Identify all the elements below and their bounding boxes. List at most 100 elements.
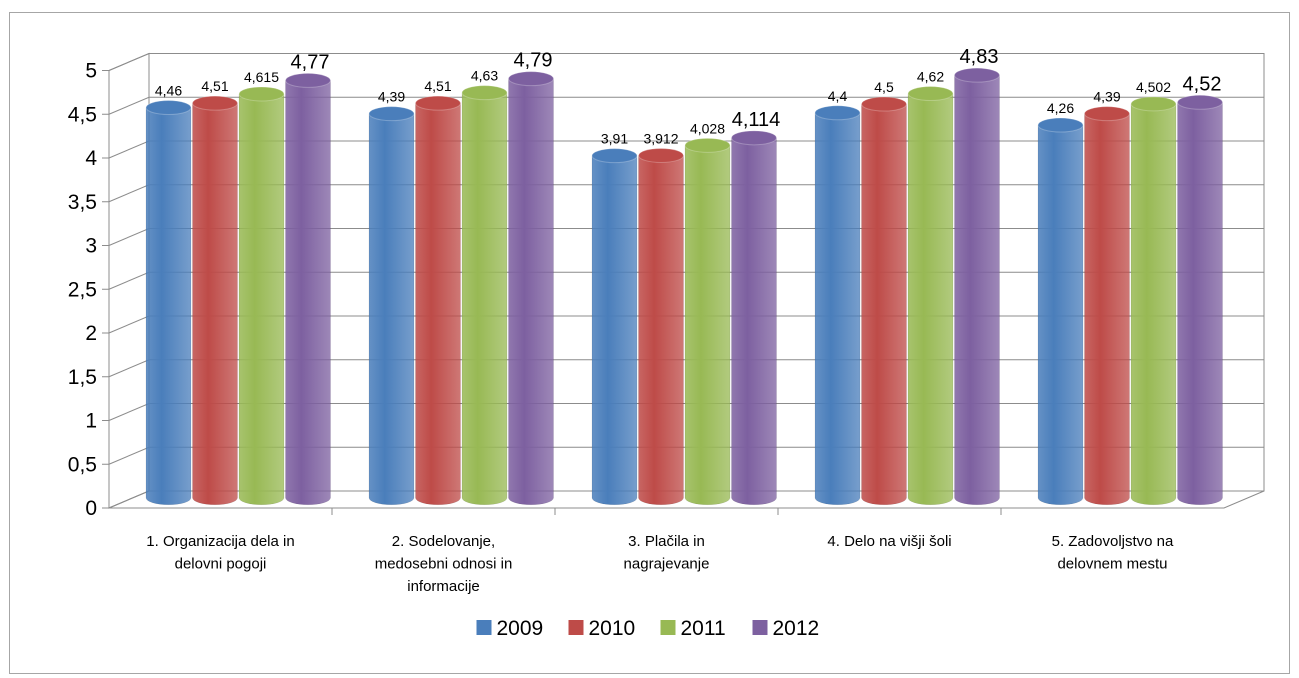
- bar-body: [954, 74, 1000, 506]
- data-label: 4,79: [514, 50, 553, 72]
- bar-body: [508, 78, 554, 506]
- bar-top: [508, 71, 554, 87]
- bar: [145, 100, 192, 506]
- legend-label: 2010: [589, 617, 636, 640]
- bar-body: [591, 155, 638, 506]
- bars: [145, 67, 1223, 506]
- bar: [192, 95, 238, 506]
- bar-top: [145, 100, 192, 116]
- bar: [285, 72, 331, 506]
- bar-body: [1177, 102, 1223, 506]
- data-label: 4,502: [1136, 79, 1171, 95]
- data-label: 4,26: [1047, 100, 1074, 116]
- x-category-label: delovni pogoji: [175, 556, 267, 573]
- data-label: 4,615: [244, 69, 279, 85]
- bar-top: [238, 86, 285, 102]
- x-category-label: 2. Sodelovanje,: [392, 533, 495, 550]
- y-tick-label: 2: [85, 322, 97, 345]
- bar-top: [954, 67, 1000, 83]
- bar: [415, 95, 461, 506]
- bar-top: [1130, 96, 1177, 112]
- data-label: 4,83: [960, 46, 999, 68]
- data-label: 4,114: [732, 109, 781, 131]
- data-label: 3,91: [601, 131, 628, 147]
- bar: [954, 67, 1000, 506]
- bar-body: [415, 102, 461, 506]
- data-label: 4,51: [201, 78, 228, 94]
- data-label: 4,39: [378, 89, 405, 105]
- legend-swatch: [752, 620, 768, 635]
- x-category-label: 3. Plačila in: [628, 533, 705, 550]
- bar-body: [814, 112, 861, 506]
- bar: [907, 86, 954, 506]
- bar-body: [1037, 124, 1084, 506]
- bar-top: [814, 105, 861, 121]
- bar-top: [368, 106, 415, 122]
- bar: [814, 105, 861, 506]
- data-label: 4,52: [1183, 73, 1222, 95]
- bar-top: [1084, 106, 1130, 122]
- y-tick-label: 0,5: [68, 453, 97, 476]
- bar: [1130, 96, 1177, 506]
- bar: [1084, 106, 1130, 506]
- bar-top: [591, 148, 638, 164]
- data-label: 3,912: [643, 131, 678, 147]
- bar: [638, 148, 684, 506]
- data-label: 4,39: [1093, 89, 1120, 105]
- x-category-label: informacije: [407, 578, 480, 595]
- bar-body: [285, 80, 331, 506]
- bar-body: [238, 93, 285, 506]
- bar-top: [638, 148, 684, 163]
- y-axis: 0 0,5 1 1,5 2 2,5 3 3,5 4 4,5 5: [68, 60, 110, 520]
- legend-swatch: [660, 620, 676, 635]
- bar-body: [192, 102, 238, 506]
- x-category-label: nagrajevanje: [624, 556, 710, 573]
- y-tick-label: 1,5: [68, 366, 97, 389]
- bar-top: [1177, 94, 1223, 110]
- bar-top: [861, 96, 907, 112]
- data-labels: 4,46 4,51 4,615 4,77 4,39 4,51 4,63 4,79 3,91 3,9…: [155, 46, 1222, 147]
- bar-body: [731, 137, 777, 506]
- legend-label: 2012: [773, 617, 820, 640]
- legend-entry: 2009: [476, 617, 544, 640]
- bar: [461, 85, 508, 506]
- data-label: 4,62: [917, 69, 944, 85]
- bar-body: [684, 145, 731, 506]
- y-tick-label: 0: [85, 497, 97, 520]
- gridline: [108, 53, 1264, 71]
- bar-body: [1130, 103, 1177, 506]
- bar-top: [1037, 117, 1084, 133]
- legend-label: 2009: [497, 617, 544, 640]
- data-label: 4,77: [291, 51, 330, 73]
- bar-top: [907, 86, 954, 102]
- bar-body: [638, 155, 684, 506]
- bar-body: [1084, 113, 1130, 506]
- bar-body: [861, 103, 907, 506]
- y-tick-label: 3: [85, 235, 97, 258]
- bar-top: [461, 85, 508, 101]
- x-category-label: 5. Zadovoljstvo na: [1052, 533, 1174, 550]
- y-tick-label: 5: [85, 60, 97, 83]
- y-tick-label: 1: [85, 410, 97, 433]
- legend-entry: 2010: [568, 617, 636, 640]
- x-axis: 1. Organizacija dela in delovni pogoji 2. …: [109, 507, 1224, 595]
- legend-swatch: [568, 620, 584, 635]
- gridline: [108, 96, 1264, 115]
- bar: [238, 86, 285, 506]
- legend-label: 2011: [681, 617, 726, 640]
- bar: [861, 96, 907, 506]
- x-category-label: 1. Organizacija dela in: [146, 533, 294, 550]
- data-label: 4,5: [874, 79, 894, 95]
- y-tick-label: 2,5: [68, 278, 97, 301]
- bar-top: [684, 137, 731, 153]
- legend-swatch: [476, 620, 492, 635]
- y-tick-label: 4,5: [68, 103, 97, 126]
- y-tick-label: 3,5: [68, 191, 97, 214]
- legend-entry: 2011: [660, 617, 726, 640]
- bar-body: [461, 92, 508, 506]
- legend: 2009 2010 2011 2012: [476, 617, 820, 640]
- bar-body: [145, 107, 192, 506]
- data-label: 4,4: [828, 88, 848, 104]
- bar-top: [731, 130, 777, 146]
- bar-top: [415, 95, 461, 111]
